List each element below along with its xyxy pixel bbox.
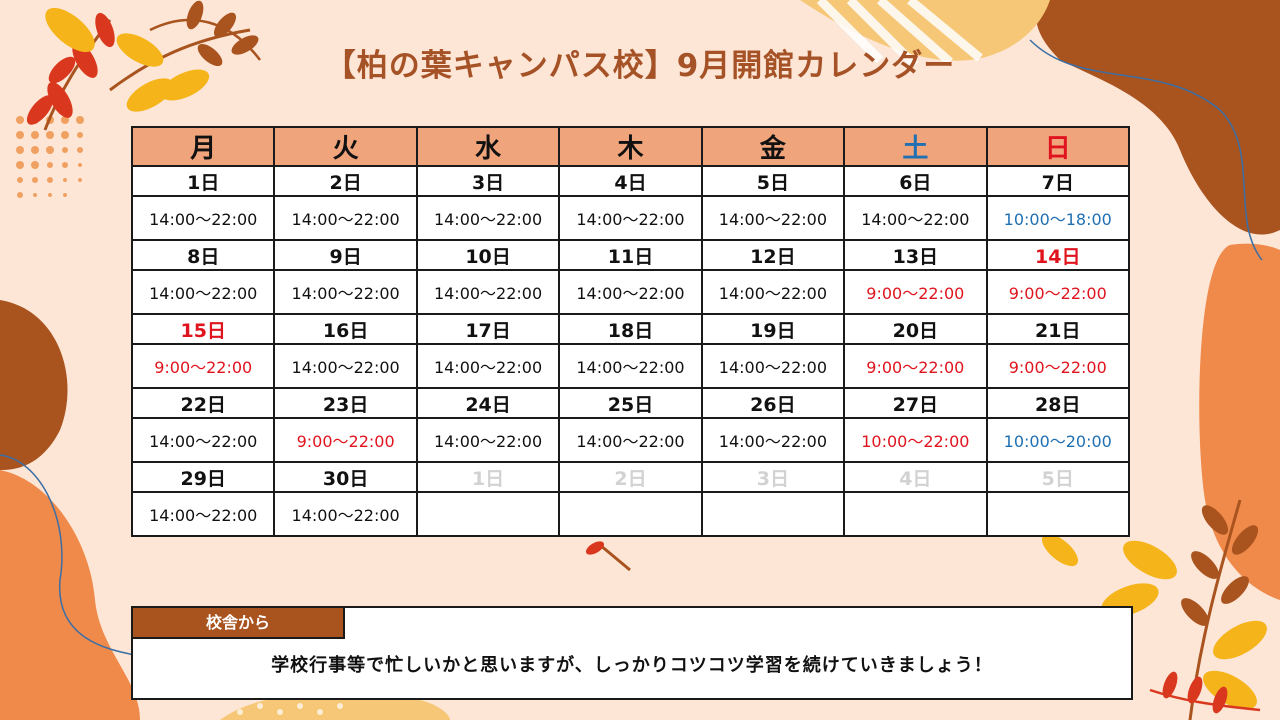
date-cell: 19日 <box>700 313 846 345</box>
hours-cell: 9:00～22:00 <box>130 343 276 389</box>
date-cell: 25日 <box>558 387 703 419</box>
weekday-sun: 日 <box>985 126 1131 167</box>
date-cell: 5日 <box>985 461 1131 493</box>
weekday-mon: 月 <box>130 126 276 167</box>
date-cell: 20日 <box>843 313 988 345</box>
hours-cell: 9:00～22:00 <box>985 269 1131 315</box>
hours-cell: 14:00～22:00 <box>415 195 561 241</box>
date-cell: 16日 <box>273 313 418 345</box>
hours-cell: 14:00～22:00 <box>273 269 418 315</box>
message-tab: 校舎から <box>133 608 345 639</box>
date-cell: 1日 <box>130 165 276 197</box>
hours-cell: 14:00～22:00 <box>273 343 418 389</box>
date-cell: 26日 <box>700 387 846 419</box>
date-cell: 23日 <box>273 387 418 419</box>
date-cell: 22日 <box>130 387 276 419</box>
date-cell: 14日 <box>985 239 1131 271</box>
date-cell: 2日 <box>273 165 418 197</box>
hours-cell: 9:00～22:00 <box>843 343 988 389</box>
date-cell: 2日 <box>558 461 703 493</box>
date-cell: 28日 <box>985 387 1131 419</box>
hours-cell: 14:00～22:00 <box>130 269 276 315</box>
hours-row: 14:00～22:00 14:00～22:00 <box>130 491 1131 537</box>
weekday-header-row: 月 火 水 木 金 土 日 <box>130 126 1131 167</box>
hours-cell: 14:00～22:00 <box>700 195 846 241</box>
hours-cell: 10:00～20:00 <box>985 417 1131 463</box>
hours-cell: 14:00～22:00 <box>273 195 418 241</box>
date-cell: 7日 <box>985 165 1131 197</box>
weekday-sat: 土 <box>843 126 988 167</box>
date-cell: 3日 <box>700 461 846 493</box>
hours-cell: 14:00～22:00 <box>415 343 561 389</box>
calendar-table: 月 火 水 木 金 土 日 1日 2日 3日 4日 5日 6日 7日 14:00～22:00 1… <box>130 126 1131 537</box>
message-text: 学校行事等で忙しいかと思いますが、しっかりコツコツ学習を続けていきましょう！ <box>271 655 993 676</box>
date-row: 29日 30日 1日 2日 3日 4日 5日 <box>130 461 1131 493</box>
hours-cell: 14:00～22:00 <box>700 343 846 389</box>
hours-cell <box>843 491 988 537</box>
hours-cell <box>700 491 846 537</box>
date-cell: 11日 <box>558 239 703 271</box>
date-row: 15日 16日 17日 18日 19日 20日 21日 <box>130 313 1131 345</box>
message-box: 校舎から 学校行事等で忙しいかと思いますが、しっかりコツコツ学習を続けていきまし… <box>131 606 1133 700</box>
hours-cell: 14:00～22:00 <box>130 491 276 537</box>
date-cell: 4日 <box>843 461 988 493</box>
hours-cell: 14:00～22:00 <box>415 417 561 463</box>
date-cell: 4日 <box>558 165 703 197</box>
hours-cell: 14:00～22:00 <box>558 343 703 389</box>
date-row: 22日 23日 24日 25日 26日 27日 28日 <box>130 387 1131 419</box>
date-row: 1日 2日 3日 4日 5日 6日 7日 <box>130 165 1131 197</box>
date-cell: 21日 <box>985 313 1131 345</box>
hours-cell: 14:00～22:00 <box>700 417 846 463</box>
page-title: 【柏の葉キャンパス校】9月開館カレンダー <box>324 48 956 84</box>
weekday-fri: 金 <box>700 126 846 167</box>
date-row: 8日 9日 10日 11日 12日 13日 14日 <box>130 239 1131 271</box>
date-cell: 29日 <box>130 461 276 493</box>
hours-row: 14:00～22:00 14:00～22:00 14:00～22:00 14:00～2… <box>130 195 1131 241</box>
hours-cell <box>415 491 561 537</box>
weekday-tue: 火 <box>273 126 418 167</box>
hours-cell: 10:00～22:00 <box>843 417 988 463</box>
hours-cell <box>985 491 1131 537</box>
weekday-wed: 水 <box>415 126 561 167</box>
hours-cell: 14:00～22:00 <box>130 417 276 463</box>
hours-cell: 14:00～22:00 <box>130 195 276 241</box>
hours-cell <box>558 491 703 537</box>
date-cell: 13日 <box>843 239 988 271</box>
date-cell: 15日 <box>130 313 276 345</box>
hours-cell: 14:00～22:00 <box>700 269 846 315</box>
hours-cell: 9:00～22:00 <box>985 343 1131 389</box>
hours-cell: 14:00～22:00 <box>558 417 703 463</box>
date-cell: 24日 <box>415 387 561 419</box>
date-cell: 9日 <box>273 239 418 271</box>
hours-row: 9:00～22:00 14:00～22:00 14:00～22:00 14:00～22… <box>130 343 1131 389</box>
date-cell: 30日 <box>273 461 418 493</box>
date-cell: 27日 <box>843 387 988 419</box>
date-cell: 3日 <box>415 165 561 197</box>
hours-cell: 14:00～22:00 <box>415 269 561 315</box>
date-cell: 1日 <box>415 461 561 493</box>
hours-cell: 14:00～22:00 <box>843 195 988 241</box>
hours-cell: 14:00～22:00 <box>558 269 703 315</box>
hours-cell: 14:00～22:00 <box>558 195 703 241</box>
hours-row: 14:00～22:00 9:00～22:00 14:00～22:00 14:00～22… <box>130 417 1131 463</box>
date-cell: 6日 <box>843 165 988 197</box>
weekday-thu: 木 <box>558 126 703 167</box>
date-cell: 12日 <box>700 239 846 271</box>
hours-cell: 9:00～22:00 <box>843 269 988 315</box>
hours-cell: 9:00～22:00 <box>273 417 418 463</box>
hours-cell: 10:00～18:00 <box>985 195 1131 241</box>
hours-row: 14:00～22:00 14:00～22:00 14:00～22:00 14:00～2… <box>130 269 1131 315</box>
date-cell: 18日 <box>558 313 703 345</box>
date-cell: 17日 <box>415 313 561 345</box>
date-cell: 10日 <box>415 239 561 271</box>
date-cell: 8日 <box>130 239 276 271</box>
hours-cell: 14:00～22:00 <box>273 491 418 537</box>
date-cell: 5日 <box>700 165 846 197</box>
